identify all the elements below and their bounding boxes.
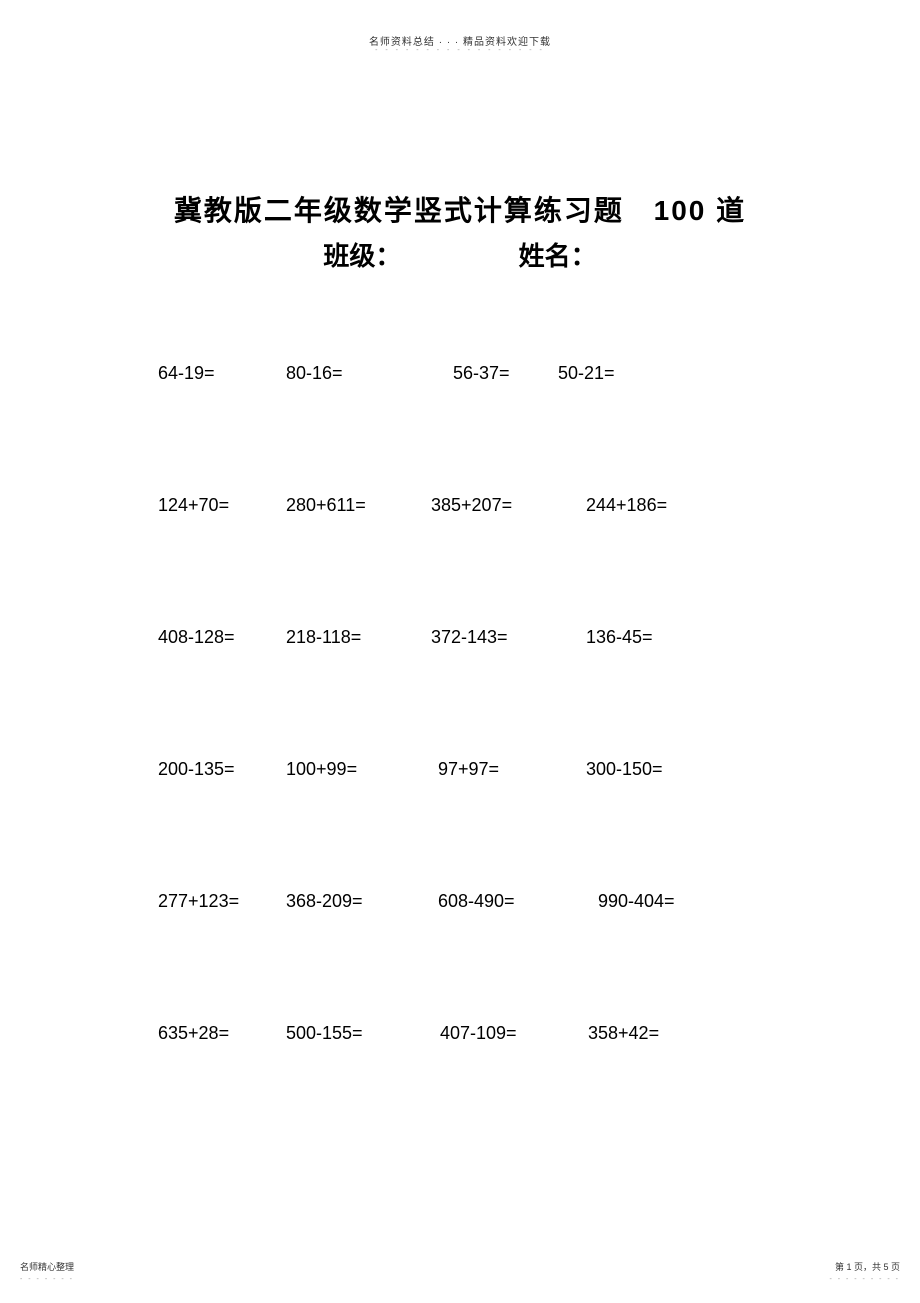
class-label: 班级： bbox=[323, 241, 401, 271]
problem-cell: 358+42= bbox=[588, 1023, 659, 1044]
main-title: 冀教版二年级数学竖式计算练习题 100 道 bbox=[0, 189, 920, 229]
title-left: 冀教版二年级数学竖式计算练习题 bbox=[174, 195, 624, 226]
problem-row: 124+70= 280+611= 385+207= 244+186= bbox=[158, 495, 778, 517]
problem-row: 200-135= 100+99= 97+97= 300-150= bbox=[158, 759, 778, 781]
problem-cell: 124+70= bbox=[158, 495, 229, 516]
footer-right-dots: - - - - - - - - - bbox=[829, 1276, 900, 1283]
problem-row: 408-128= 218-118= 372-143= 136-45= bbox=[158, 627, 778, 649]
problem-cell: 635+28= bbox=[158, 1023, 229, 1044]
problem-cell: 97+97= bbox=[438, 759, 499, 780]
problem-cell: 385+207= bbox=[431, 495, 512, 516]
name-label: 姓名： bbox=[519, 241, 597, 271]
sub-title: 班级： 姓名： bbox=[0, 236, 920, 273]
problem-cell: 277+123= bbox=[158, 891, 239, 912]
problem-cell: 56-37= bbox=[453, 363, 510, 384]
problem-cell: 372-143= bbox=[431, 627, 508, 648]
footer-left: 名师精心整理 bbox=[20, 1260, 74, 1273]
problem-row: 277+123= 368-209= 608-490= 990-404= bbox=[158, 891, 778, 913]
footer-right: 第 1 页，共 5 页 bbox=[835, 1260, 900, 1273]
problem-cell: 608-490= bbox=[438, 891, 515, 912]
problem-cell: 408-128= bbox=[158, 627, 235, 648]
header-small-text: 名师资料总结 · · · 精品资料欢迎下载 bbox=[0, 33, 920, 48]
problems-container: 64-19= 80-16= 56-37= 50-21= 124+70= 280+611= 3… bbox=[158, 363, 778, 1155]
problem-cell: 300-150= bbox=[586, 759, 663, 780]
problem-cell: 80-16= bbox=[286, 363, 343, 384]
problem-cell: 500-155= bbox=[286, 1023, 363, 1044]
problem-cell: 280+611= bbox=[286, 495, 366, 516]
problem-cell: 368-209= bbox=[286, 891, 363, 912]
problem-cell: 64-19= bbox=[158, 363, 215, 384]
problem-row: 64-19= 80-16= 56-37= 50-21= bbox=[158, 363, 778, 385]
problem-cell: 200-135= bbox=[158, 759, 235, 780]
problem-cell: 407-109= bbox=[440, 1023, 517, 1044]
problem-cell: 990-404= bbox=[598, 891, 675, 912]
problem-cell: 100+99= bbox=[286, 759, 357, 780]
problem-row: 635+28= 500-155= 407-109= 358+42= bbox=[158, 1023, 778, 1045]
footer-left-dots: - - - - - - - bbox=[20, 1276, 74, 1283]
problem-cell: 50-21= bbox=[558, 363, 615, 384]
problem-cell: 218-118= bbox=[286, 627, 361, 648]
title-right: 100 道 bbox=[654, 195, 747, 226]
problem-cell: 244+186= bbox=[586, 495, 667, 516]
problem-cell: 136-45= bbox=[586, 627, 653, 648]
header-dots: - - - - - - - - - - - - - - - - - bbox=[0, 47, 920, 54]
